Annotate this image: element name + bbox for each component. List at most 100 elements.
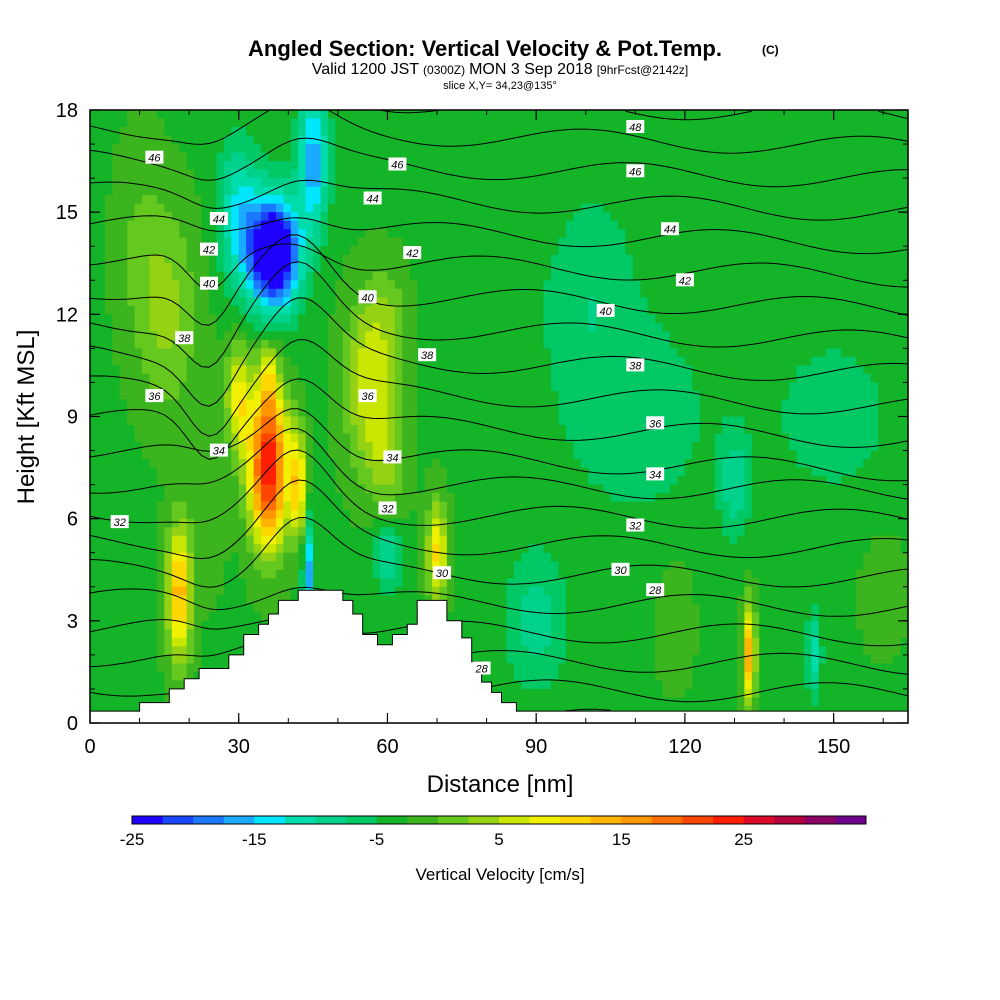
field-cell — [112, 688, 121, 699]
field-cell — [454, 373, 463, 384]
field-cell — [313, 220, 322, 230]
field-cell — [521, 680, 530, 690]
field-cell — [580, 229, 589, 239]
field-cell — [119, 305, 128, 315]
field-cell — [513, 127, 522, 137]
field-cell — [558, 561, 567, 571]
field-cell — [402, 390, 411, 401]
field-cell — [119, 331, 128, 341]
field-cell — [484, 305, 493, 315]
field-cell — [201, 229, 210, 239]
field-cell — [565, 586, 574, 596]
field-cell — [186, 288, 195, 298]
field-cell — [350, 178, 359, 188]
field-cell — [179, 518, 188, 528]
field-cell — [417, 118, 426, 128]
field-cell — [543, 663, 552, 673]
field-cell — [90, 612, 99, 622]
field-cell — [521, 169, 530, 179]
field-cell — [142, 229, 151, 239]
field-cell — [119, 382, 128, 392]
field-cell — [402, 280, 411, 290]
field-cell — [350, 399, 359, 409]
field-cell — [283, 237, 292, 247]
field-cell — [246, 595, 255, 605]
field-cell — [283, 407, 292, 418]
field-cell — [134, 186, 143, 196]
field-cell — [446, 561, 455, 571]
field-cell — [327, 501, 336, 511]
field-cell — [484, 263, 493, 273]
field-cell — [565, 620, 574, 630]
field-cell — [499, 493, 508, 503]
field-cell — [424, 407, 433, 418]
field-cell — [432, 552, 441, 562]
field-cell — [476, 433, 485, 443]
field-cell — [387, 442, 396, 452]
field-cell — [164, 654, 173, 664]
field-cell — [223, 356, 232, 367]
field-cell — [313, 467, 322, 477]
field-cell — [551, 186, 560, 196]
field-cell — [387, 578, 396, 588]
field-cell — [186, 620, 195, 630]
field-cell — [595, 620, 604, 630]
field-cell — [521, 339, 530, 349]
field-cell — [380, 382, 389, 392]
field-cell — [439, 450, 448, 460]
field-cell — [521, 671, 530, 682]
field-cell — [499, 671, 508, 682]
field-cell — [305, 127, 314, 137]
field-cell — [342, 135, 351, 145]
field-cell — [476, 169, 485, 179]
field-cell — [357, 161, 366, 171]
field-cell — [365, 518, 374, 528]
field-cell — [238, 195, 247, 205]
field-cell — [461, 390, 470, 401]
field-cell — [595, 688, 604, 699]
field-cell — [506, 263, 515, 273]
field-cell — [536, 595, 545, 605]
field-cell — [513, 305, 522, 315]
field-cell — [164, 603, 173, 613]
field-cell — [357, 254, 366, 264]
field-cell — [350, 237, 359, 247]
field-cell — [558, 390, 567, 401]
field-cell — [558, 118, 567, 128]
field-cell — [275, 459, 284, 469]
field-cell — [261, 535, 270, 545]
field-cell — [387, 263, 396, 273]
field-cell — [491, 654, 500, 664]
field-cell — [409, 476, 418, 486]
field-cell — [156, 339, 165, 349]
field-cell — [253, 118, 262, 128]
field-cell — [543, 110, 552, 120]
field-cell — [246, 110, 255, 120]
field-cell — [149, 203, 158, 213]
field-cell — [595, 629, 604, 639]
field-cell — [313, 442, 322, 452]
field-cell — [134, 467, 143, 477]
field-cell — [417, 169, 426, 179]
field-cell — [216, 399, 225, 409]
field-cell — [372, 595, 381, 605]
field-cell — [424, 305, 433, 315]
field-cell — [387, 637, 396, 647]
field-cell — [350, 467, 359, 477]
field-cell — [97, 161, 106, 171]
field-cell — [320, 280, 329, 290]
field-cell — [97, 305, 106, 315]
field-cell — [320, 373, 329, 384]
field-cell — [208, 331, 218, 341]
field-cell — [417, 527, 426, 537]
field-cell — [119, 314, 128, 324]
field-cell — [565, 203, 574, 213]
field-cell — [119, 467, 128, 477]
field-cell — [149, 246, 158, 256]
field-cell — [342, 229, 351, 239]
field-cell — [432, 586, 441, 596]
field-cell — [432, 339, 441, 349]
field-cell — [90, 450, 99, 460]
field-cell — [275, 339, 284, 349]
field-cell — [424, 331, 433, 341]
